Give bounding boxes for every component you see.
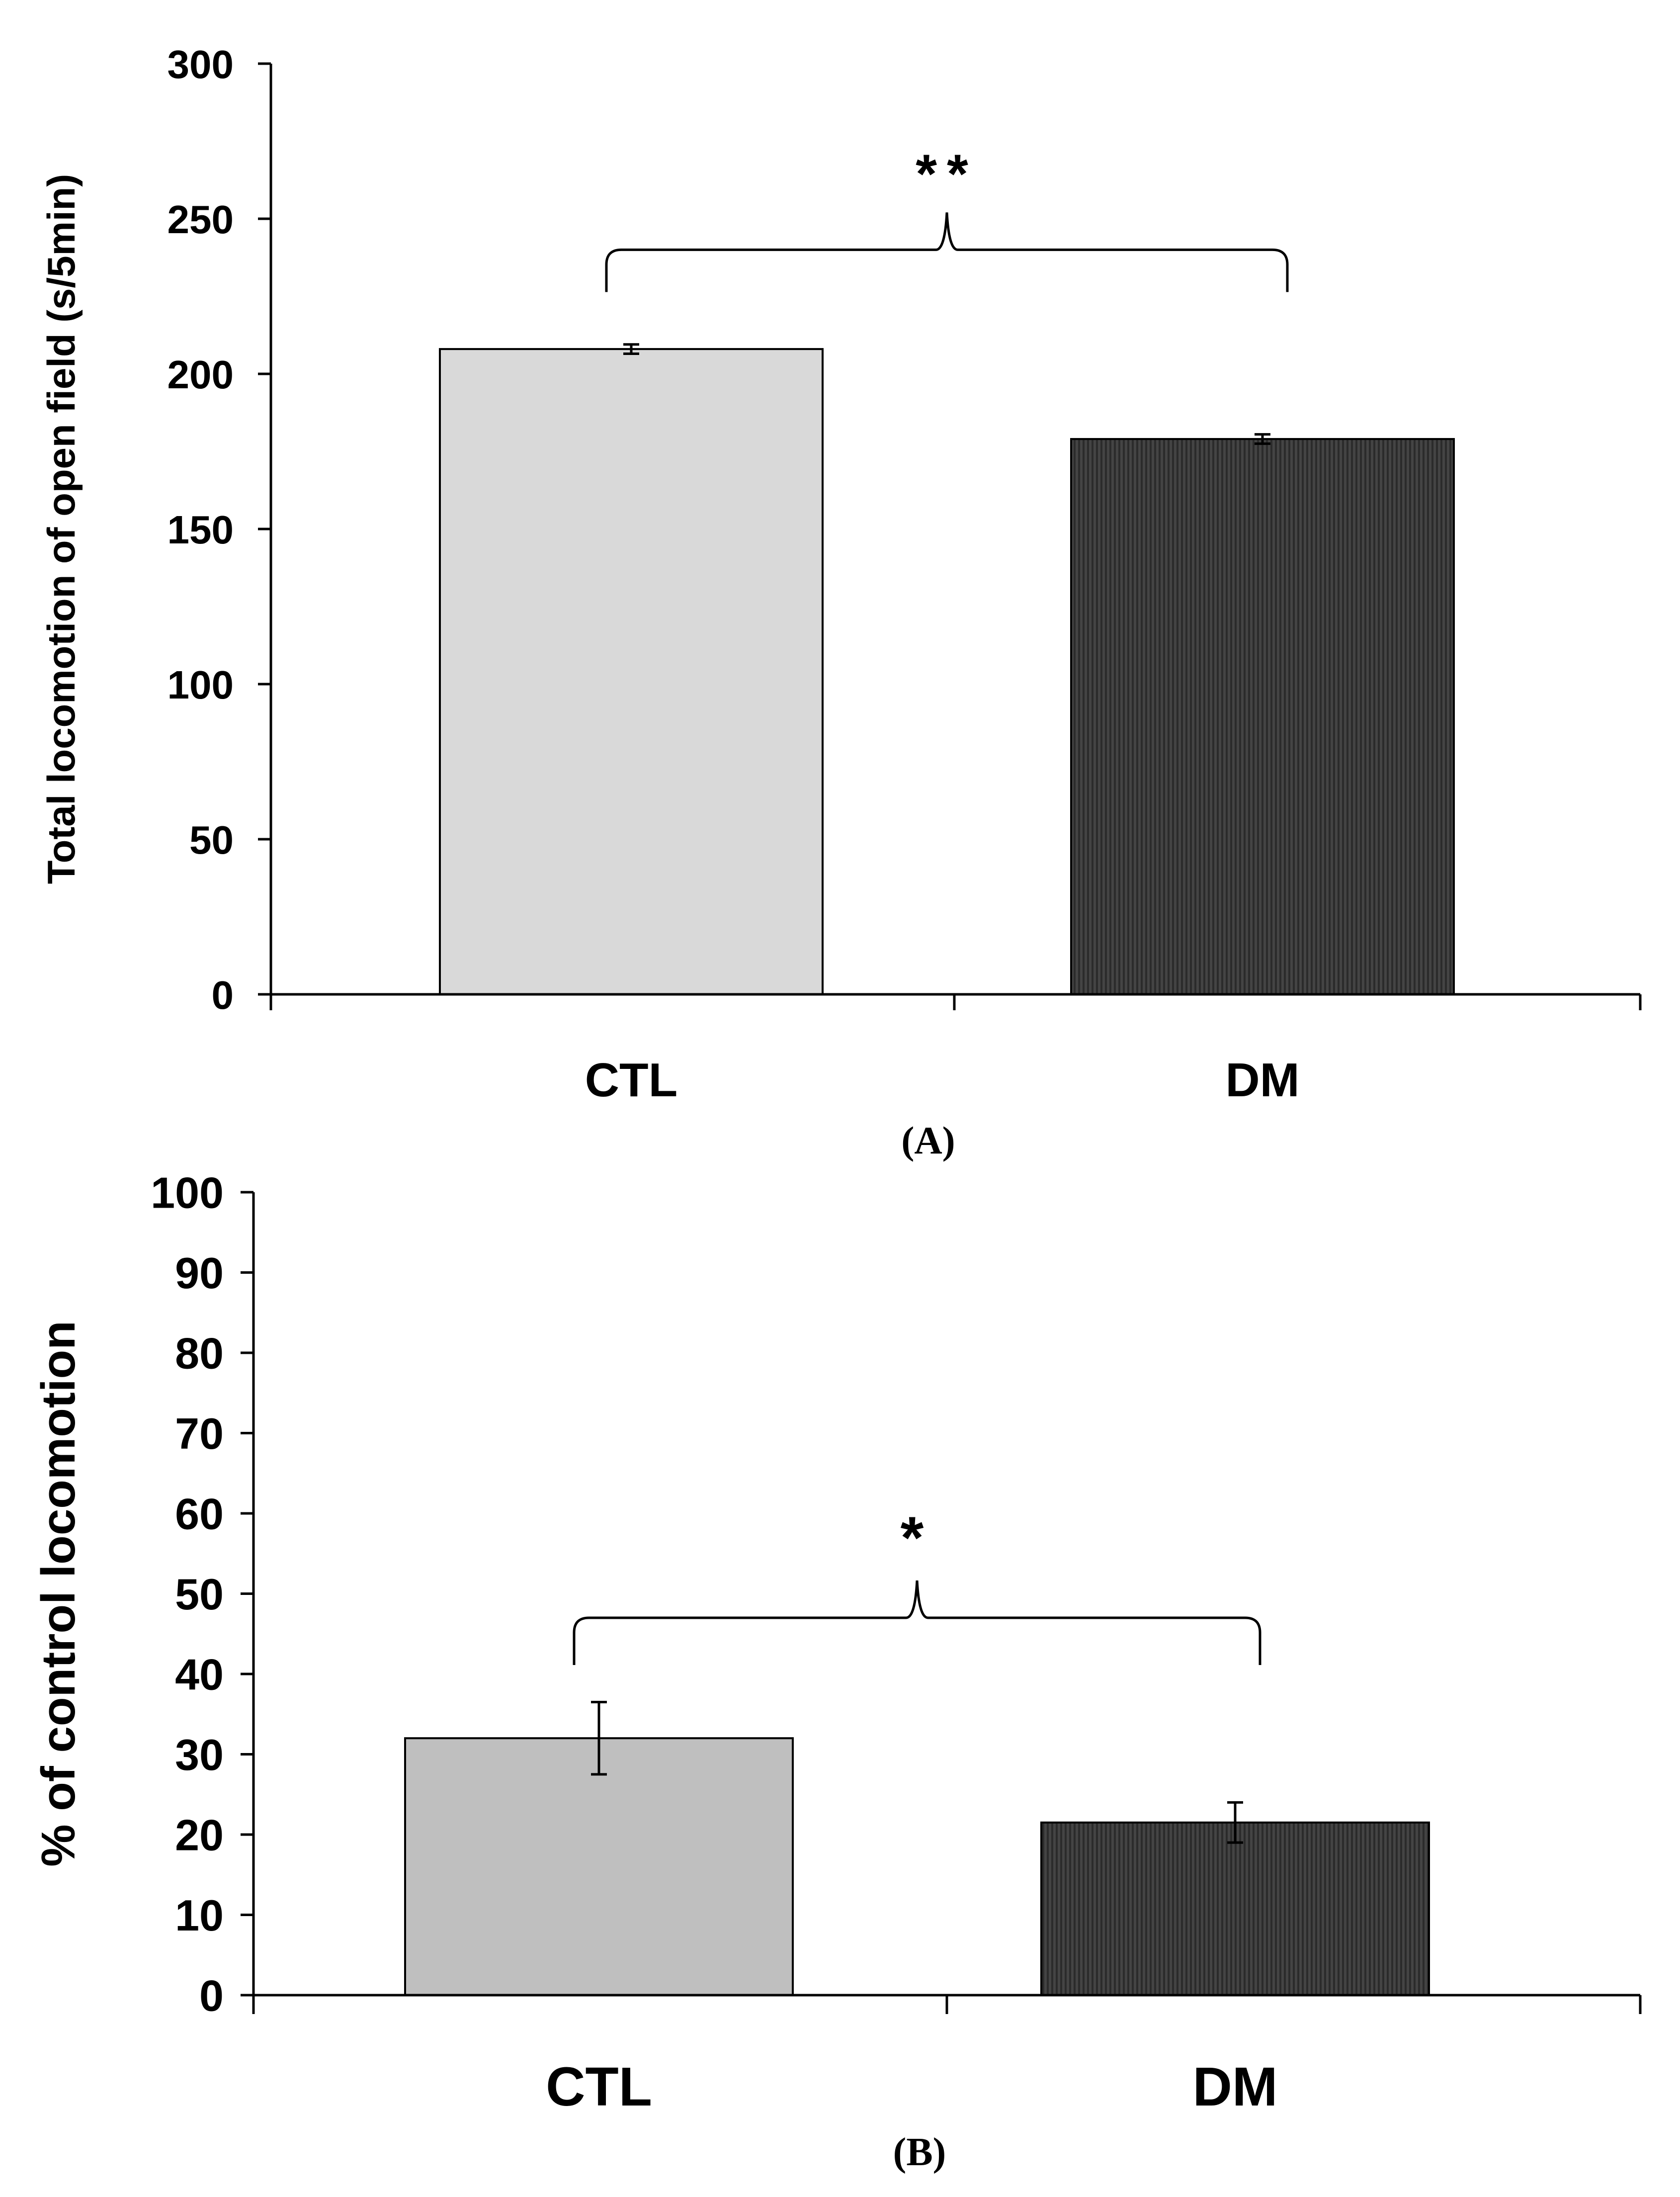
y-axis-label: % of control locomotion <box>32 1320 85 1867</box>
error-bar-ctl <box>591 1701 607 1776</box>
error-bar-dm <box>1255 433 1270 445</box>
x-category-label-dm: DM <box>1225 1054 1299 1107</box>
significance-label: ** <box>916 143 978 204</box>
y-tick-label: 10 <box>175 1891 224 1940</box>
bar-dm <box>1040 1821 1430 1996</box>
y-tick-label: 90 <box>175 1248 224 1298</box>
bar-dm <box>1070 438 1455 995</box>
error-bar-ctl <box>623 343 639 355</box>
x-category-label-ctl: CTL <box>546 2056 652 2117</box>
y-tick-label: 250 <box>168 197 234 242</box>
y-tick-label: 40 <box>175 1650 224 1699</box>
panel-label: (A) <box>901 1119 955 1162</box>
y-tick-label: 100 <box>168 663 234 707</box>
y-tick-label: 80 <box>175 1329 224 1378</box>
y-tick-label: 30 <box>175 1730 224 1779</box>
x-category-label-dm: DM <box>1192 2056 1277 2117</box>
panel-a-chart: 0 50 100 150 200 250 300 CTL DM Total locomotion … <box>39 42 1642 1162</box>
significance-brace <box>605 212 1289 292</box>
y-tick-label: 50 <box>175 1570 224 1619</box>
significance-brace <box>573 1580 1261 1665</box>
y-tick-label: 20 <box>175 1811 224 1860</box>
x-category-label-ctl: CTL <box>585 1054 678 1107</box>
y-tick-label: 300 <box>168 42 234 87</box>
y-tick-label: 200 <box>168 352 234 397</box>
panel-b-chart: 0 10 20 30 40 50 60 70 80 90 100 CTL DM % of control … <box>32 1168 1642 2174</box>
y-tick-label: 0 <box>212 973 234 1017</box>
error-bar-dm <box>1227 1801 1243 1844</box>
bar-ctl <box>439 348 824 996</box>
panel-label: (B) <box>893 2130 946 2174</box>
significance-label: * <box>901 1504 934 1571</box>
bar-ctl <box>404 1737 794 1996</box>
y-tick-label: 60 <box>175 1490 224 1539</box>
y-tick-label: 50 <box>189 818 234 862</box>
y-tick-label: 150 <box>168 508 234 552</box>
y-tick-label: 0 <box>199 1971 224 2021</box>
y-axis-label: Total locomotion of open field (s/5min) <box>39 174 83 884</box>
y-tick-label: 70 <box>175 1409 224 1458</box>
y-tick-label: 100 <box>151 1168 224 1218</box>
